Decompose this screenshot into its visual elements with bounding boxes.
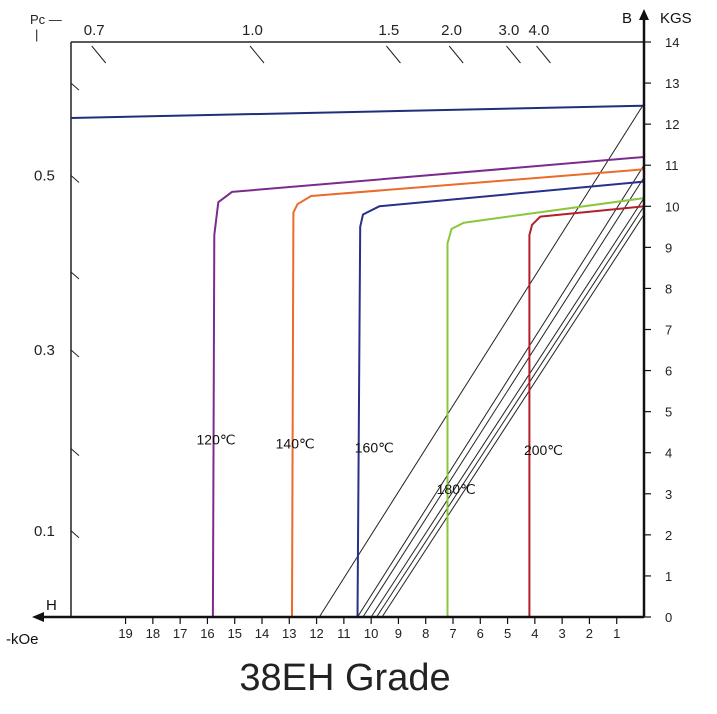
b-tick-label: 14: [665, 35, 679, 50]
h-tick-label: 18: [146, 626, 160, 641]
recoil-line: [381, 214, 645, 618]
series-line-160c: [356, 180, 645, 618]
pc-top-label: 4.0: [529, 22, 550, 39]
pc-top-tick: [506, 45, 521, 64]
pc-top-tick: [386, 45, 401, 64]
b-axis-unit: KGS: [660, 10, 692, 27]
series-line-180c: [446, 197, 645, 617]
h-tick-label: 10: [364, 626, 378, 641]
b-tick-label: 10: [665, 199, 679, 214]
h-tick-label: 3: [559, 626, 566, 641]
recoil-line: [357, 164, 645, 618]
b-tick-label: 1: [665, 569, 672, 584]
pc-top-tick: [536, 45, 551, 64]
series-line-200c: [528, 205, 645, 617]
h-tick-label: 1: [613, 626, 620, 641]
b-tick-label: 13: [665, 76, 679, 91]
series-line-top: [70, 104, 645, 119]
curve-label: 120℃: [197, 432, 236, 448]
series-line-120c: [211, 156, 645, 618]
h-tick-label: 5: [504, 626, 511, 641]
h-tick-label: 6: [477, 626, 484, 641]
h-tick-label: 8: [422, 626, 429, 641]
b-tick-label: 9: [665, 240, 672, 255]
h-tick-label: 17: [173, 626, 187, 641]
pc-top-label: 0.7: [84, 22, 105, 39]
recoil-line: [370, 197, 645, 618]
curve-label: 180℃: [437, 481, 476, 497]
pc-top-label: 2.0: [441, 22, 462, 39]
b-tick-label: 11: [665, 158, 679, 173]
recoil-lines: [318, 103, 645, 618]
pc-top-tick: [249, 45, 265, 64]
h-axis-name: H: [46, 597, 57, 614]
pc-left-tick: [70, 349, 80, 358]
labels: Pc —| B KGS H -kOe 120℃ 140℃ 160℃ 180℃ 200℃: [6, 10, 692, 648]
pc-left-tick: [70, 530, 80, 539]
b-axis-arrow: [639, 9, 649, 20]
pc-left-minor-tick: [70, 82, 80, 91]
b-tick-label: 7: [665, 323, 672, 338]
b-tick-label: 12: [665, 117, 679, 132]
recoil-line: [376, 206, 645, 618]
plot-frame: [70, 41, 644, 617]
h-tick-label: 4: [531, 626, 538, 641]
pc-top-tick: [448, 45, 464, 64]
pc-left-label: 0.1: [34, 523, 55, 540]
pc-top-label: 3.0: [498, 22, 519, 39]
bh-curves: [70, 104, 645, 618]
b-tick-label: 2: [665, 528, 672, 543]
h-tick-label: 12: [309, 626, 323, 641]
b-tick-label: 4: [665, 446, 672, 461]
chart-title: 38EH Grade: [239, 657, 450, 699]
h-tick-label: 16: [200, 626, 214, 641]
h-tick-label: 19: [118, 626, 132, 641]
b-tick-label: 5: [665, 405, 672, 420]
pc-axis-mark: |: [35, 27, 38, 42]
recoil-line: [318, 103, 645, 618]
series-line-140c: [291, 168, 645, 618]
h-axis-unit: -kOe: [6, 631, 39, 648]
b-tick-label: 6: [665, 364, 672, 379]
pc-left-minor-tick: [70, 271, 80, 280]
pc-top-label: 1.0: [242, 22, 263, 39]
b-tick-label: 8: [665, 281, 672, 296]
h-tick-label: 14: [255, 626, 269, 641]
pc-left-tick: [70, 175, 80, 183]
pc-top-tick: [91, 45, 107, 64]
h-tick-label: 13: [282, 626, 296, 641]
h-tick-label: 15: [227, 626, 241, 641]
h-tick-label: 9: [395, 626, 402, 641]
h-tick-label: 2: [586, 626, 593, 641]
curve-label: 200℃: [524, 442, 563, 458]
recoil-line: [362, 177, 645, 618]
h-axis-arrow: [32, 612, 44, 622]
h-tick-label: 11: [337, 626, 351, 641]
b-tick-label: 3: [665, 487, 672, 502]
h-tick-label: 7: [449, 626, 456, 641]
pc-left-label: 0.3: [34, 342, 55, 359]
pc-left-minor-tick: [70, 448, 80, 456]
b-axis-name: B: [622, 10, 632, 27]
curve-label: 140℃: [276, 436, 315, 452]
curve-label: 160℃: [355, 440, 394, 456]
pc-top-label: 1.5: [378, 22, 399, 39]
pc-left-label: 0.5: [34, 167, 55, 184]
b-tick-label: 0: [665, 610, 672, 625]
pc-axis-name: Pc —: [30, 12, 62, 27]
